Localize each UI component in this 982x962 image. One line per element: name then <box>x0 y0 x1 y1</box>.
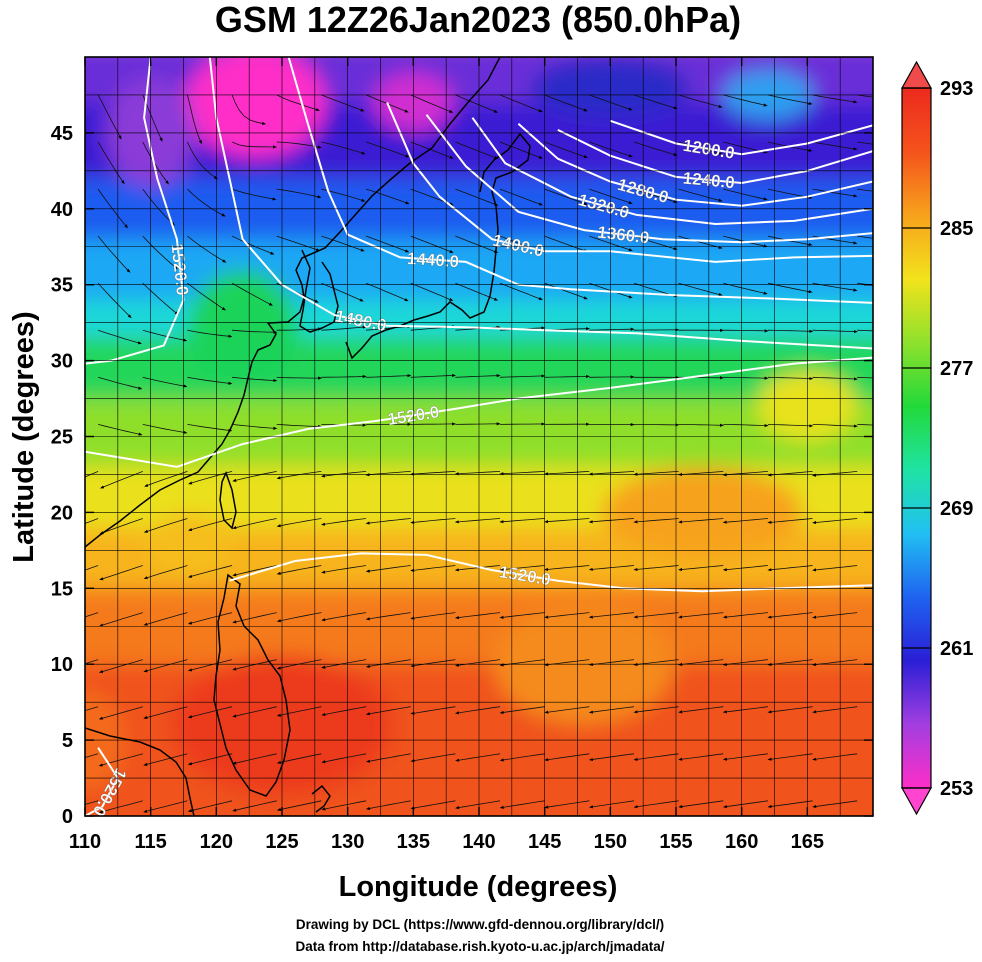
colorbar-body <box>901 87 932 789</box>
x-tick-label: 120 <box>200 831 233 853</box>
y-tick-label: 15 <box>51 578 73 600</box>
x-tick-label: 115 <box>135 831 167 853</box>
x-axis-ticks: 110 115 120 125 130 135 140 145 150 155 160 165 <box>69 57 824 853</box>
y-tick-label: 5 <box>62 730 73 752</box>
coast-korea <box>299 249 339 333</box>
x-tick-label: 125 <box>265 831 298 853</box>
coast-taiwan <box>219 470 237 530</box>
y-tick-label: 45 <box>51 123 73 145</box>
colorbar-tick-label: 253 <box>940 778 973 800</box>
colorbar-tick-label: 269 <box>940 498 973 520</box>
contour-line <box>85 356 873 468</box>
contour-line <box>287 57 873 304</box>
y-tick-label: 40 <box>51 199 73 221</box>
colorbar: 253 261 269 277 285 293 <box>900 60 973 816</box>
colorbar-min-extension <box>900 787 933 816</box>
x-tick-label: 145 <box>528 831 561 853</box>
grid-lines <box>85 57 873 816</box>
x-tick-label: 140 <box>462 831 495 853</box>
colorbar-max-extension <box>900 60 933 89</box>
y-tick-label: 0 <box>62 806 73 828</box>
contour-line <box>85 57 185 365</box>
contour-line <box>85 747 119 816</box>
credits-data: Data from http://database.rish.kyoto-u.a… <box>295 939 665 954</box>
y-tick-label: 25 <box>51 427 73 449</box>
x-tick-label: 110 <box>69 831 101 853</box>
colorbar-tick-label: 261 <box>940 638 973 660</box>
x-tick-label: 135 <box>397 831 430 853</box>
contour-label: 1440.0 <box>406 249 459 272</box>
x-tick-label: 160 <box>725 831 758 853</box>
x-tick-label: 155 <box>659 831 692 853</box>
y-tick-label: 10 <box>51 654 73 676</box>
chart-title: GSM 12Z26Jan2023 (850.0hPa) <box>215 0 741 40</box>
y-tick-label: 20 <box>51 502 73 524</box>
x-axis-label: Longitude (degrees) <box>339 871 618 903</box>
y-axis-ticks: 0 5 10 15 20 25 30 35 40 45 <box>51 123 873 828</box>
x-tick-label: 130 <box>331 831 364 853</box>
credits: Drawing by DCL (https://www.gfd-dennou.o… <box>0 914 960 958</box>
chart: GSM 12Z26Jan2023 (850.0hPa) 1200.01240.0… <box>8 0 973 903</box>
x-tick-label: 150 <box>594 831 627 853</box>
coast-borneo <box>85 727 195 816</box>
colorbar-tick-label: 277 <box>940 358 973 380</box>
x-tick-label: 165 <box>791 831 824 853</box>
colorbar-tick-label: 293 <box>940 78 973 100</box>
contour-line <box>471 117 873 226</box>
contour-label: 1520.0 <box>167 243 192 297</box>
colorbar-tick-label: 285 <box>940 218 973 240</box>
y-axis-label: Latitude (degrees) <box>8 311 40 562</box>
contour-line <box>208 57 873 350</box>
y-tick-label: 30 <box>51 351 73 373</box>
temperature-field <box>85 57 873 816</box>
coast-sulawesi <box>311 784 331 813</box>
coast-japan <box>345 132 531 360</box>
coast-philippines <box>213 573 291 797</box>
contour-line <box>425 114 873 244</box>
y-tick-label: 35 <box>51 275 73 297</box>
credits-drawing: Drawing by DCL (https://www.gfd-dennou.o… <box>295 917 665 932</box>
